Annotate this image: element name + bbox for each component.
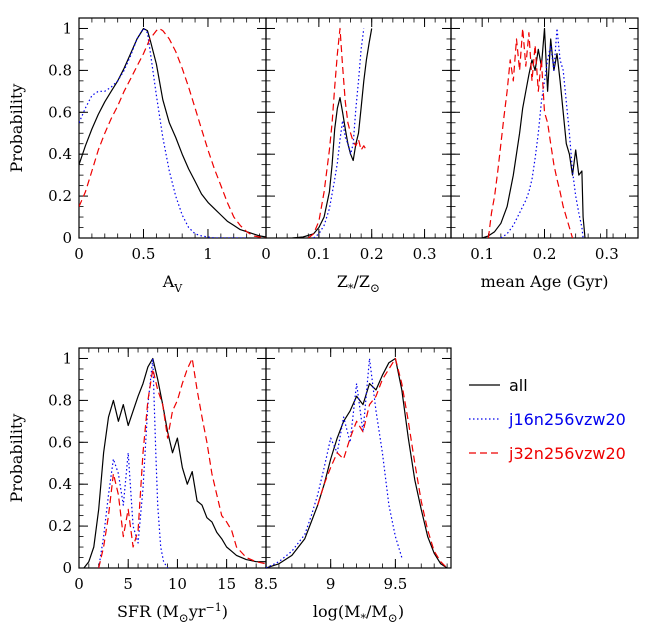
x-tick-label: 0.2 <box>360 245 384 263</box>
y-tick-label: 1 <box>62 19 72 37</box>
legend-label-all: all <box>509 376 528 395</box>
x-tick-label: 0.5 <box>132 245 156 263</box>
y-tick-label: 0.4 <box>48 145 72 163</box>
x-label-rest: yr <box>188 602 206 621</box>
panel-4: 0 5 10 15 0 0.2 0.4 0.6 0.8 1 Probability SFR (M⊙yr… <box>7 347 267 625</box>
plot-frame <box>450 17 639 239</box>
series-line-j16n256vzw20 <box>98 357 169 568</box>
y-tick-label: 0.8 <box>48 391 72 409</box>
x-tick-label: 1 <box>203 245 213 263</box>
x-label-close: ) <box>222 602 228 621</box>
y-tick-label: 0.6 <box>48 433 72 451</box>
x-axis-label: mean Age (Gyr) <box>481 272 609 291</box>
x-label-main: A <box>162 272 175 291</box>
x-label-main: Z <box>337 272 348 291</box>
x-axis-label: Z*/Z⊙ <box>337 272 380 295</box>
legend-entry-j16: j16n256vzw20 <box>469 410 626 429</box>
legend-entry-j32: j32n256vzw20 <box>469 444 626 463</box>
x-tick-label: 0 <box>74 245 84 263</box>
x-label-sun: ⊙ <box>179 611 189 625</box>
panel-1: 0 0.5 1 0 0.2 0.4 0.6 0.8 1 Probability AV <box>7 17 267 295</box>
x-label-subscript: V <box>173 282 183 295</box>
legend-entry-all: all <box>469 376 528 395</box>
x-tick-label: 0 <box>261 245 271 263</box>
panel-3: 0.1 0.2 0.3 mean Age (Gyr) <box>450 17 639 291</box>
x-label-superscript: −1 <box>206 601 222 614</box>
y-axis-label: Probability <box>7 414 26 503</box>
y-tick-label: 0.6 <box>48 103 72 121</box>
x-tick-label: 9 <box>326 575 336 593</box>
x-tick-label: 0.3 <box>595 245 619 263</box>
series-line-all <box>83 357 266 568</box>
y-tick-label: 0.2 <box>48 517 72 535</box>
series-line-all <box>482 27 586 238</box>
x-tick-label: 5 <box>123 575 133 593</box>
x-tick-label: 9.5 <box>383 575 407 593</box>
x-label-sun: ⊙ <box>388 611 398 625</box>
series-line-j32n256vzw20 <box>487 27 574 238</box>
x-axis-label: SFR (M⊙yr−1) <box>117 601 228 625</box>
x-label-slash: /Z <box>354 272 371 291</box>
series-line-all <box>292 28 373 238</box>
panel-5: 8.5 9 9.5 log(M*/M⊙) <box>254 347 452 625</box>
y-tick-label: 0.4 <box>48 475 72 493</box>
x-tick-label: 0 <box>74 575 84 593</box>
series-line-j32n256vzw20 <box>79 27 266 238</box>
x-label-sun: ⊙ <box>370 281 380 295</box>
x-tick-label: 0.3 <box>413 245 437 263</box>
x-tick-label: 0.1 <box>307 245 331 263</box>
series-line-j32n256vzw20 <box>307 27 367 238</box>
legend-label-j32: j32n256vzw20 <box>508 444 626 463</box>
plot-frame <box>265 347 452 569</box>
panel-2: 0 0.1 0.2 0.3 Z*/Z⊙ <box>261 17 452 295</box>
x-tick-label: 15 <box>217 575 236 593</box>
x-tick-label: 8.5 <box>254 575 278 593</box>
y-tick-label: 0 <box>62 559 72 577</box>
x-axis-label: AV <box>162 272 184 295</box>
series-line-j32n256vzw20 <box>98 357 266 568</box>
x-label-main: log(M <box>313 602 361 621</box>
y-tick-label: 0.8 <box>48 61 72 79</box>
y-tick-label: 0.2 <box>48 187 72 205</box>
x-label-star: * <box>348 282 354 295</box>
x-tick-label: 10 <box>168 575 187 593</box>
series-line-all <box>79 27 266 238</box>
x-label-main: mean Age (Gyr) <box>481 272 609 291</box>
x-tick-label: 0.1 <box>470 245 494 263</box>
y-axis-label: Probability <box>7 84 26 173</box>
x-label-star: * <box>361 612 367 625</box>
x-tick-label: 0.2 <box>533 245 557 263</box>
series-line-j32n256vzw20 <box>317 357 448 568</box>
y-tick-label: 0 <box>62 229 72 247</box>
y-tick-label: 1 <box>62 349 72 367</box>
legend: all j16n256vzw20 j32n256vzw20 <box>469 376 626 463</box>
legend-label-j16: j16n256vzw20 <box>508 410 626 429</box>
plot-frame <box>78 347 267 569</box>
x-axis-label: log(M*/M⊙) <box>313 602 404 625</box>
x-label-close: ) <box>398 602 404 621</box>
x-label-slash: /M <box>366 602 388 621</box>
series-line-j16n256vzw20 <box>266 357 403 568</box>
series-line-all <box>266 357 448 568</box>
x-label-main: SFR (M <box>117 602 179 621</box>
series-line-j16n256vzw20 <box>313 28 365 238</box>
